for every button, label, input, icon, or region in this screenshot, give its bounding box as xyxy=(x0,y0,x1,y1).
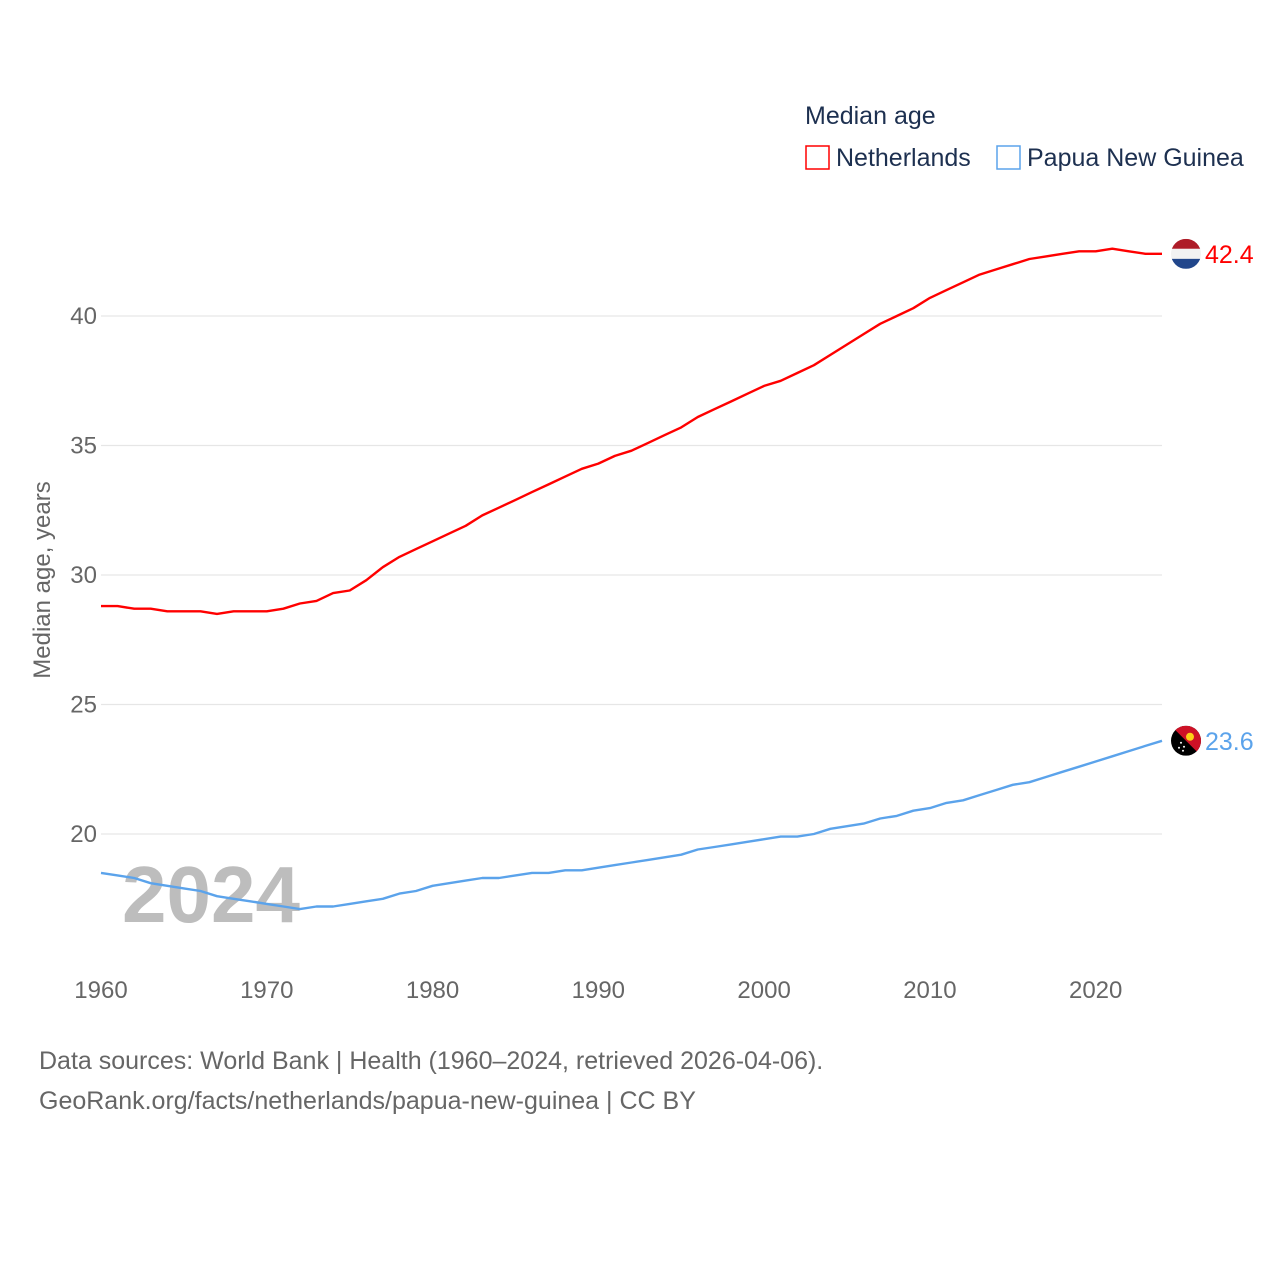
data-source-text: Data sources: World Bank | Health (1960–… xyxy=(39,1047,823,1075)
x-tick-label: 2020 xyxy=(1069,977,1122,1004)
x-tick-label: 2000 xyxy=(737,977,790,1004)
series-lines xyxy=(100,247,1163,911)
legend-swatch xyxy=(996,145,1021,170)
series-line-netherlands xyxy=(101,247,1162,616)
legend: Median age Netherlands Papua New Guinea xyxy=(805,102,1244,172)
netherlands-flag-icon xyxy=(1171,238,1201,269)
x-axis-ticks: 1960 1970 1980 1990 2000 2010 2020 xyxy=(74,977,1122,1004)
legend-item-netherlands[interactable]: Netherlands xyxy=(805,144,971,172)
y-axis-label: Median age, years xyxy=(29,481,56,678)
x-tick-label: 1990 xyxy=(572,977,625,1004)
end-labels: 42.4 23.6 xyxy=(1171,238,1254,756)
end-value-label: 42.4 xyxy=(1205,241,1254,269)
papua-new-guinea-flag-icon xyxy=(1171,725,1201,756)
x-tick-label: 2010 xyxy=(903,977,956,1004)
y-axis-ticks: 20 25 30 35 40 xyxy=(70,303,97,848)
x-tick-label: 1960 xyxy=(74,977,127,1004)
legend-label: Papua New Guinea xyxy=(1027,144,1244,172)
y-tick-label: 40 xyxy=(70,303,97,330)
y-tick-label: 20 xyxy=(70,821,97,848)
y-tick-label: 35 xyxy=(70,433,97,460)
gridlines xyxy=(101,315,1162,835)
legend-title: Median age xyxy=(805,102,936,130)
end-value-label: 23.6 xyxy=(1205,728,1254,756)
y-tick-label: 30 xyxy=(70,562,97,589)
legend-label: Netherlands xyxy=(836,144,971,172)
x-tick-label: 1980 xyxy=(406,977,459,1004)
source-link[interactable]: GeoRank.org/facts/netherlands/papua-new-… xyxy=(39,1087,696,1115)
y-tick-label: 25 xyxy=(70,692,97,719)
legend-swatch xyxy=(805,145,830,170)
series-line-papua-new-guinea xyxy=(100,739,1163,911)
x-tick-label: 1970 xyxy=(240,977,293,1004)
legend-item-papua-new-guinea[interactable]: Papua New Guinea xyxy=(996,144,1244,172)
